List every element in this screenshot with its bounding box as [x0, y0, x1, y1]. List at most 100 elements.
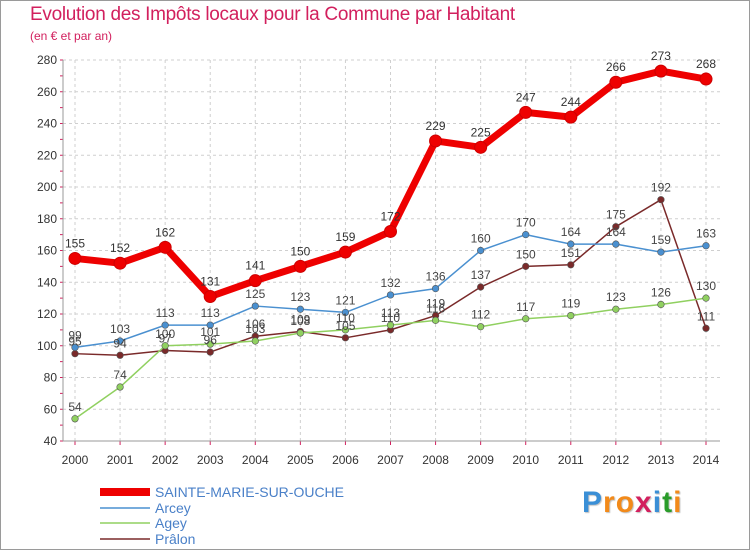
data-label: 110 — [336, 311, 355, 325]
data-point — [338, 245, 352, 259]
data-label: 160 — [471, 232, 491, 246]
chart-title: Evolution des Impôts locaux pour la Comm… — [30, 4, 515, 25]
data-label: 131 — [200, 275, 220, 289]
data-label: 244 — [561, 95, 581, 109]
data-label: 108 — [290, 314, 310, 328]
data-point — [522, 262, 530, 270]
x-tick-label: 2005 — [287, 453, 314, 467]
legend-label[interactable]: Agey — [155, 515, 187, 531]
data-point — [206, 340, 214, 348]
data-label: 96 — [204, 333, 218, 347]
data-point — [522, 231, 530, 239]
data-label: 175 — [606, 208, 626, 222]
data-point — [699, 72, 713, 86]
y-tick-label: 200 — [37, 180, 57, 194]
data-label: 266 — [606, 60, 626, 74]
data-label: 170 — [516, 216, 536, 230]
data-label: 123 — [290, 290, 310, 304]
data-label: 113 — [156, 306, 175, 320]
data-label: 159 — [335, 230, 355, 244]
legend-label[interactable]: Prâlon — [155, 531, 195, 547]
data-point — [341, 326, 350, 334]
data-point — [567, 311, 575, 320]
legend-label[interactable]: SAINTE-MARIE-SUR-OUCHE — [155, 484, 344, 500]
logo-letter: t — [662, 486, 674, 519]
data-label: 132 — [380, 276, 400, 290]
data-point — [477, 283, 485, 291]
data-point — [612, 223, 620, 231]
data-label: 164 — [606, 225, 626, 239]
data-label: 130 — [696, 279, 716, 293]
proxiti-logo[interactable]: Proxiti — [582, 486, 682, 520]
data-label: 113 — [381, 306, 400, 320]
data-point — [206, 321, 214, 329]
data-point — [477, 323, 485, 331]
data-label: 113 — [201, 306, 220, 320]
data-label: 247 — [516, 90, 536, 104]
data-point — [293, 259, 307, 273]
logo-letter: P — [582, 486, 604, 519]
data-label: 123 — [606, 290, 626, 304]
data-point — [116, 351, 124, 359]
data-label: 116 — [426, 301, 445, 315]
data-point — [386, 321, 395, 329]
data-point — [116, 337, 124, 345]
data-label: 103 — [245, 322, 265, 336]
x-tick-label: 2009 — [467, 453, 494, 467]
data-point — [248, 274, 262, 288]
data-point — [477, 246, 485, 255]
y-tick-label: 180 — [37, 212, 57, 226]
data-point — [113, 256, 127, 270]
data-point — [161, 321, 169, 329]
data-label: 268 — [696, 57, 716, 71]
data-point — [431, 285, 440, 293]
data-point — [429, 134, 443, 148]
data-point — [474, 140, 488, 154]
data-point — [612, 305, 620, 313]
data-label: 159 — [651, 233, 671, 247]
data-label: 105 — [335, 319, 355, 333]
data-label: 155 — [65, 236, 85, 250]
data-point — [68, 251, 82, 265]
chart-subtitle: (en € et par an) — [30, 29, 113, 43]
x-tick-label: 2008 — [422, 453, 449, 467]
data-point — [609, 75, 623, 89]
data-point — [567, 261, 575, 269]
x-tick-label: 2010 — [512, 453, 539, 467]
data-point — [522, 315, 530, 323]
data-label: 119 — [561, 297, 580, 311]
legend-label[interactable]: Arcey — [155, 500, 191, 516]
y-tick-label: 140 — [37, 275, 57, 289]
data-label: 74 — [113, 368, 127, 382]
data-label: 109 — [290, 312, 310, 326]
logo-letter: i — [673, 486, 683, 519]
data-point — [341, 334, 350, 342]
y-tick-label: 160 — [37, 244, 57, 258]
x-tick-label: 2000 — [62, 453, 89, 467]
data-point — [657, 300, 665, 309]
data-point — [296, 329, 304, 337]
data-label: 151 — [561, 246, 581, 260]
data-label: 99 — [68, 328, 82, 342]
data-label: 164 — [561, 225, 581, 239]
data-label: 117 — [516, 300, 535, 314]
data-label: 273 — [651, 49, 671, 63]
data-label: 137 — [471, 268, 491, 282]
data-point — [384, 224, 397, 238]
data-label: 163 — [696, 227, 716, 241]
data-point — [567, 240, 575, 248]
data-label: 111 — [697, 309, 716, 323]
y-tick-label: 100 — [37, 339, 57, 353]
x-tick-label: 2011 — [558, 453, 584, 467]
x-tick-label: 2012 — [603, 453, 630, 467]
data-label: 136 — [426, 270, 446, 284]
data-label: 125 — [245, 287, 265, 301]
data-point — [657, 196, 665, 204]
data-label: 150 — [290, 244, 310, 258]
data-label: 141 — [245, 259, 265, 273]
logo-letter: x — [635, 486, 653, 519]
x-tick-label: 2003 — [197, 453, 224, 467]
data-point — [161, 342, 169, 350]
